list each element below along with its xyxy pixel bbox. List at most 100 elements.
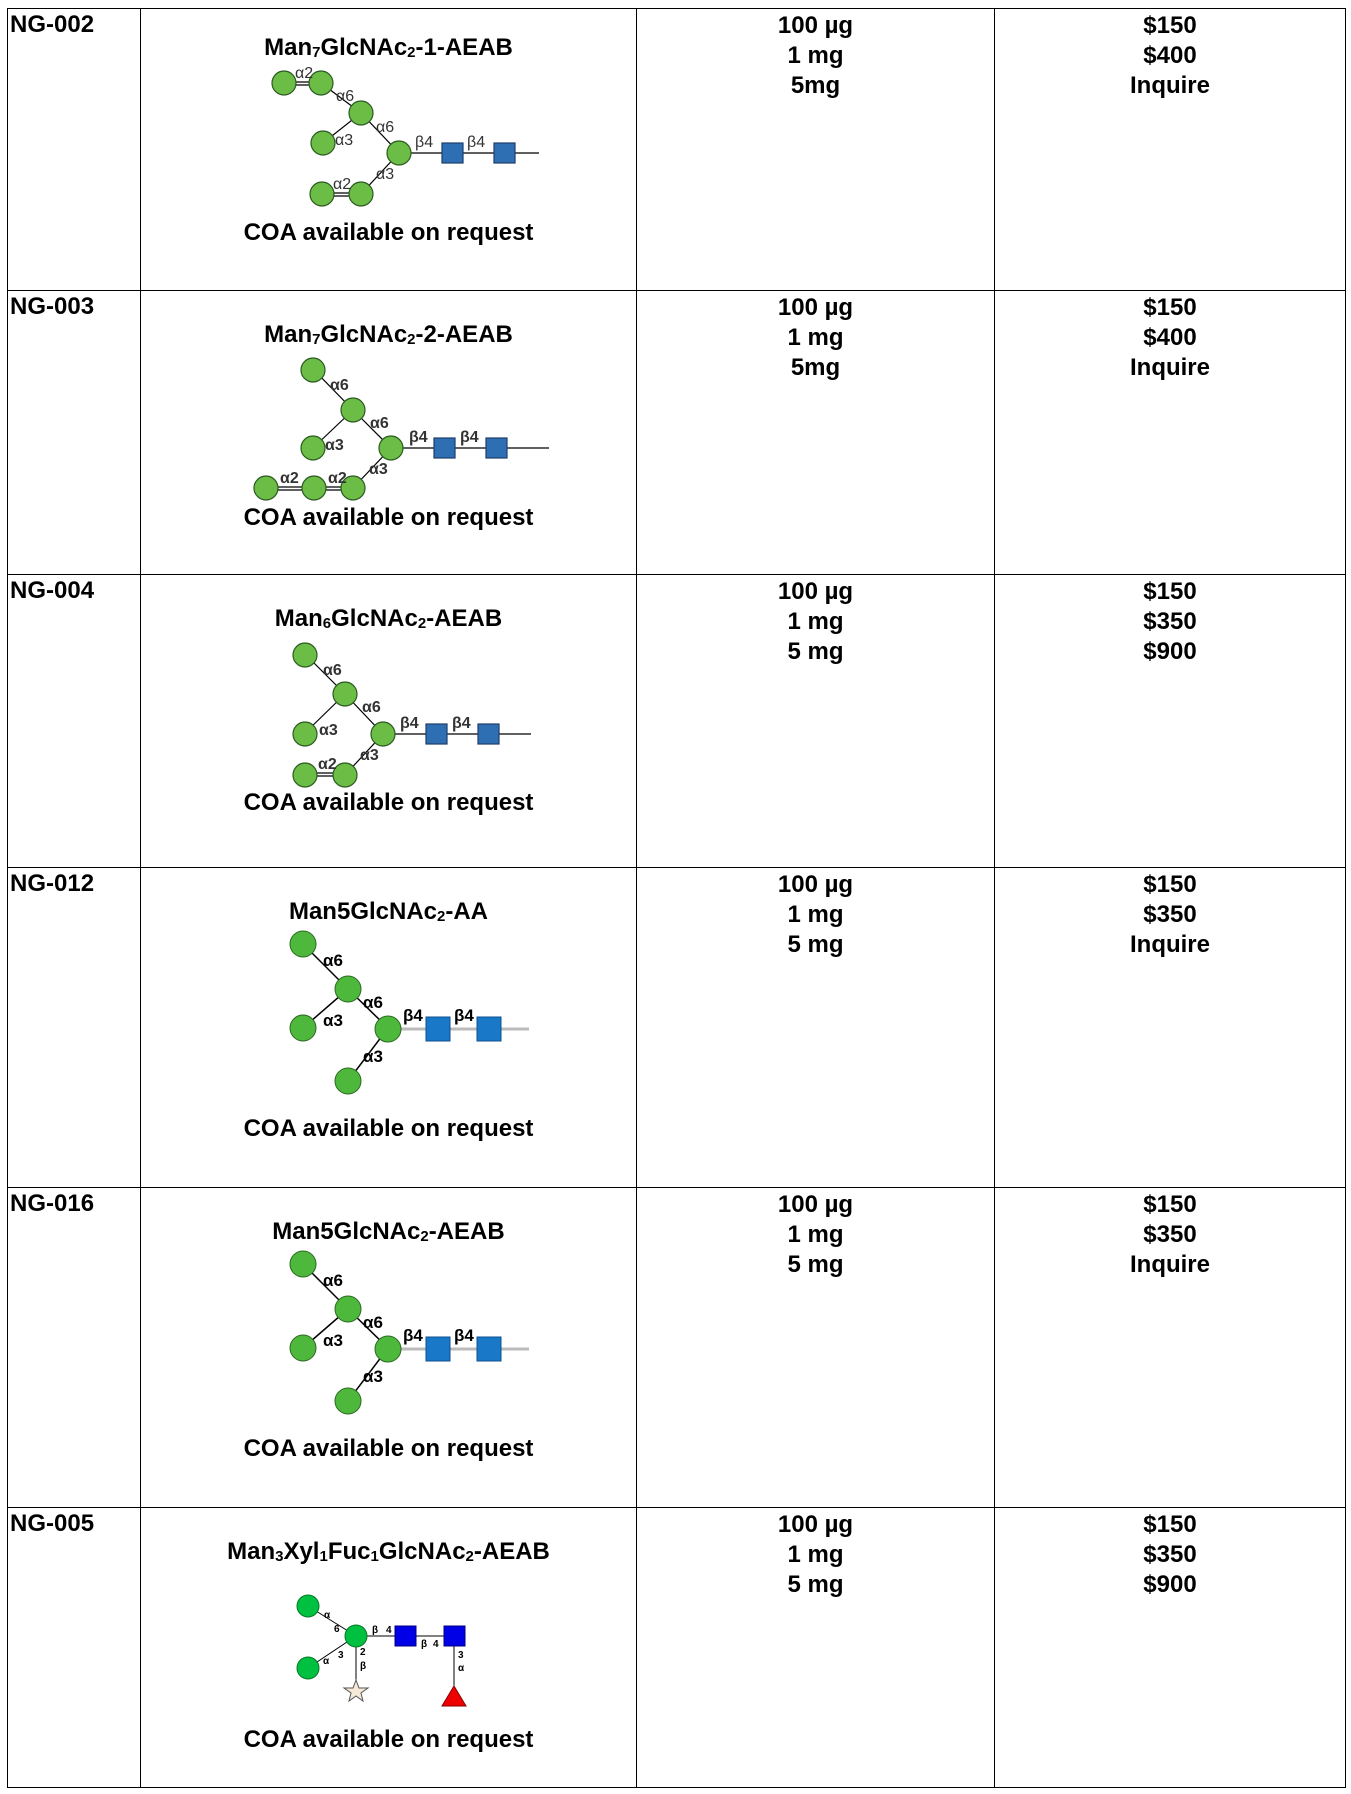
catalog-number: NG-012 — [7, 867, 141, 1188]
mannose-circle-icon — [339, 475, 366, 501]
price-option: $150 — [1143, 578, 1197, 605]
mannose-circle-icon — [339, 397, 366, 423]
catalog-number: NG-004 — [7, 574, 141, 868]
svg-text:α2: α2 — [318, 756, 337, 773]
svg-text:4: 4 — [386, 1625, 392, 1636]
glcnac-square-icon — [432, 437, 456, 459]
svg-text:α6: α6 — [330, 377, 349, 394]
svg-text:α3: α3 — [323, 1011, 343, 1030]
glycan-structure-diagram: α2 α6 α6 α3 β4 β4 α3 α2 — [270, 65, 539, 207]
mannose-circle-icon — [300, 475, 327, 501]
svg-text:β4: β4 — [454, 1006, 474, 1025]
svg-text:α2: α2 — [280, 470, 299, 487]
mannose-circle-icon — [307, 70, 334, 96]
mannose-circle-icon — [374, 1335, 401, 1363]
svg-text:3: 3 — [458, 1650, 464, 1661]
table-row: NG-012 Man5GlcNAc2-AA — [7, 867, 1346, 1188]
mannose-circle-icon — [385, 140, 412, 166]
glycan-structure-diagram: α6 α6 α3 β4 β4 α3 — [289, 1250, 529, 1415]
svg-text:α3: α3 — [360, 747, 379, 764]
price-cell: $150 $400 Inquire — [994, 290, 1346, 575]
quantity-option: 1 mg — [787, 42, 844, 69]
product-cell: Man5GlcNAc2-AEAB — [140, 1187, 637, 1508]
svg-text:β4: β4 — [400, 715, 419, 732]
catalog-number: NG-005 — [7, 1507, 141, 1788]
price-cell: $150 $400 Inquire — [994, 8, 1346, 291]
mannose-circle-icon — [289, 1250, 316, 1278]
price-option: Inquire — [1129, 354, 1210, 381]
glcnac-square-icon — [425, 1016, 450, 1042]
mannose-circle-icon — [291, 762, 318, 788]
price-option: $150 — [1143, 1191, 1197, 1218]
svg-text:β4: β4 — [452, 715, 471, 732]
svg-text:α6: α6 — [336, 88, 354, 105]
table-row: NG-003 Man7GlcNAc2-2-AEAB — [7, 290, 1346, 575]
price-option: Inquire — [1129, 931, 1210, 958]
glcnac-square-icon — [492, 142, 516, 164]
product-cell: Man6GlcNAc2-AEAB — [140, 574, 637, 868]
catalog-number: NG-002 — [7, 8, 141, 291]
svg-text:6: 6 — [334, 1624, 340, 1635]
svg-text:α2: α2 — [328, 470, 347, 487]
product-name: Man6GlcNAc2-AEAB — [274, 605, 503, 632]
product-cell: Man5GlcNAc2-AA — [140, 867, 637, 1188]
svg-text:α6: α6 — [370, 415, 389, 432]
mannose-circle-icon — [331, 762, 358, 788]
price-option: $900 — [1143, 1571, 1197, 1598]
price-cell: $150 $350 $900 — [994, 1507, 1346, 1788]
svg-text:β4: β4 — [403, 1326, 423, 1345]
svg-text:α6: α6 — [323, 662, 342, 679]
product-name: Man7GlcNAc2-2-AEAB — [264, 321, 513, 348]
quantity-option: 5mg — [790, 72, 841, 99]
product-name: Man5GlcNAc2-AEAB — [272, 1218, 505, 1245]
price-cell: $150 $350 $900 — [994, 574, 1346, 868]
svg-text:α3: α3 — [319, 722, 338, 739]
svg-text:α6: α6 — [323, 1271, 343, 1290]
quantity-option: 100 µg — [777, 871, 854, 898]
coa-note: COA available on request — [243, 1115, 534, 1142]
mannose-circle-icon — [334, 1067, 361, 1095]
price-option: $150 — [1143, 294, 1197, 321]
price-option: $350 — [1143, 901, 1197, 928]
glcnac-square-icon — [425, 1336, 450, 1362]
quantity-option: 100 µg — [777, 578, 854, 605]
quantity-option: 1 mg — [787, 901, 844, 928]
mannose-circle-icon — [289, 930, 316, 958]
price-option: $150 — [1143, 12, 1197, 39]
quantity-cell: 100 µg 1 mg 5mg — [636, 8, 995, 291]
quantity-option: 5 mg — [787, 931, 844, 958]
mannose-circle-icon — [299, 435, 326, 461]
quantity-option: 1 mg — [787, 1221, 844, 1248]
quantity-option: 100 µg — [777, 1511, 854, 1538]
price-option: $150 — [1143, 1511, 1197, 1538]
price-option: Inquire — [1129, 72, 1210, 99]
coa-note: COA available on request — [243, 219, 534, 246]
xylose-star-icon — [341, 1678, 370, 1703]
svg-text:β4: β4 — [403, 1006, 423, 1025]
quantity-cell: 100 µg 1 mg 5 mg — [636, 574, 995, 868]
product-name: Man7GlcNAc2-1-AEAB — [264, 34, 513, 61]
svg-text:α6: α6 — [363, 1313, 383, 1332]
coa-note: COA available on request — [243, 789, 534, 816]
quantity-option: 5 mg — [787, 638, 844, 665]
svg-text:β4: β4 — [415, 134, 433, 151]
quantity-cell: 100 µg 1 mg 5mg — [636, 290, 995, 575]
mannose-circle-icon — [308, 181, 335, 207]
table-row: NG-005 Man3Xyl1Fuc1GlcNAc2-AEAB — [7, 1507, 1346, 1788]
fucose-triangle-icon — [440, 1685, 467, 1707]
quantity-option: 100 µg — [777, 12, 854, 39]
mannose-circle-icon — [347, 100, 374, 126]
glcnac-square-icon — [440, 142, 464, 164]
glycan-structure-diagram: α6 α6 α3 β4 β4 α3 α2 — [291, 642, 531, 788]
product-cell: Man7GlcNAc2-1-AEAB — [140, 8, 637, 291]
glycan-structure-diagram: α6 α6 α3 β4 β4 α3 α2 α2 — [252, 357, 549, 501]
glcnac-square-icon — [484, 437, 508, 459]
mannose-circle-icon — [377, 435, 404, 461]
svg-text:α3: α3 — [363, 1367, 383, 1386]
price-cell: $150 $350 Inquire — [994, 867, 1346, 1188]
glcnac-square-icon — [476, 1016, 501, 1042]
quantity-cell: 100 µg 1 mg 5 mg — [636, 1507, 995, 1788]
price-option: Inquire — [1129, 1251, 1210, 1278]
svg-text:α6: α6 — [363, 993, 383, 1012]
svg-text:β4: β4 — [409, 429, 428, 446]
